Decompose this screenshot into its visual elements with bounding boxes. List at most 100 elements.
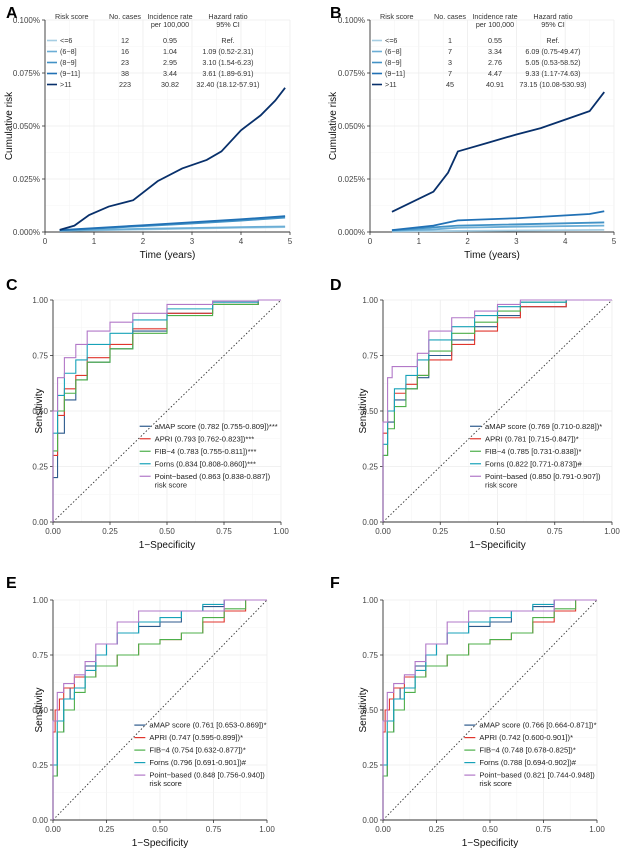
table-cell: 3.10 (1.54-6.23) <box>202 58 253 67</box>
y-tick-label: 0.075% <box>338 69 365 78</box>
x-tick-label: 0.00 <box>45 825 61 834</box>
table-cell: 12 <box>121 36 129 45</box>
x-tick-label: 0.75 <box>536 825 552 834</box>
table-cell: 23 <box>121 58 129 67</box>
legend-label: aMAP score (0.766 [0.664-0.871])* <box>479 721 596 730</box>
table-header: 95% CI <box>541 20 565 29</box>
y-tick-label: 0.25 <box>362 761 378 770</box>
y-axis-label: Cumulative risk <box>4 91 15 160</box>
series-line-4 <box>391 91 605 213</box>
table-cell: 3.34 <box>488 47 502 56</box>
y-axis-label: Sensitivity <box>34 687 45 732</box>
x-tick-label: 0 <box>368 237 373 246</box>
table-cell: 2.95 <box>163 58 177 67</box>
table-header: per 100,000 <box>476 20 514 29</box>
y-tick-label: 0.00 <box>362 518 378 527</box>
series-line-4 <box>52 599 267 820</box>
x-tick-label: 0.00 <box>375 825 391 834</box>
legend-label: risk score <box>149 779 182 788</box>
legend-label: APRI (0.747 [0.595-0.899])* <box>149 733 243 742</box>
table-cell: 1 <box>448 36 452 45</box>
table-cell: 32.40 (18.12-57.91) <box>196 80 259 89</box>
x-tick-label: 0.75 <box>216 527 232 536</box>
table-cell: 6.09 (0.75-49.47) <box>525 47 580 56</box>
panel-a: A0 1 2 3 4 50.000%0.025%0.050%0.075%0.100%Tim… <box>4 5 293 261</box>
panel-d: D 0.00 0.25 0.50 0.75 1.00 0.00 0.25 0.50 0.75 1.0… <box>330 277 620 551</box>
table-cell: 1.04 <box>163 47 177 56</box>
table-header: Incidence rate <box>147 12 192 21</box>
table-cell: >11 <box>385 80 397 89</box>
y-tick-label: 0.75 <box>362 651 378 660</box>
x-tick-label: 1.00 <box>604 527 620 536</box>
table-cell: 3.61 (1.89-6.91) <box>202 69 253 78</box>
y-tick-label: 0.50 <box>32 706 48 715</box>
legend-label: Point−based (0.863 [0.838-0.887]) <box>155 472 271 481</box>
series-line-2 <box>382 599 597 820</box>
table-cell: 40.91 <box>486 80 504 89</box>
legend-label: FIB−4 (0.748 [0.678-0.825])* <box>479 746 576 755</box>
panel-c: C 0.00 0.25 0.50 0.75 1.00 0.00 0.25 0.50 0.75 1.0… <box>6 277 289 551</box>
series-line-2 <box>391 221 605 232</box>
panel-label: D <box>330 277 342 294</box>
x-tick-label: 1.00 <box>589 825 605 834</box>
legend-label: aMAP score (0.782 [0.755-0.809])*** <box>155 422 278 431</box>
legend-label: Forns (0.788 [0.694-0.902])# <box>479 758 576 767</box>
x-axis-label: 1−Specificity <box>132 838 188 849</box>
series-line-4 <box>59 87 286 231</box>
x-tick-label: 0.75 <box>206 825 222 834</box>
series-line-2 <box>52 599 267 820</box>
x-tick-label: 2 <box>465 237 470 246</box>
table-cell: 0.55 <box>488 36 502 45</box>
legend-label: Forns (0.796 [0.691-0.901])# <box>149 758 246 767</box>
y-tick-label: 0.100% <box>338 16 365 25</box>
y-axis-label: Cumulative risk <box>328 91 339 160</box>
table-header: Hazard ratio <box>533 12 572 21</box>
table-header: 95% CI <box>216 20 240 29</box>
x-tick-label: 0.50 <box>482 825 498 834</box>
table-cell: (9−11] <box>385 69 405 78</box>
table-cell: 0.95 <box>163 36 177 45</box>
y-tick-label: 0.50 <box>32 407 48 416</box>
table-cell: (6−8] <box>385 47 402 56</box>
panel-label: B <box>330 5 342 22</box>
x-tick-label: 1.00 <box>273 527 289 536</box>
table-cell: 38 <box>121 69 129 78</box>
y-tick-label: 1.00 <box>32 296 48 305</box>
table-header: No. cases <box>434 12 466 21</box>
table-header: Risk score <box>55 12 89 21</box>
x-tick-label: 0.50 <box>152 825 168 834</box>
legend-label: Point−based (0.850 [0.791-0.907]) <box>485 472 601 481</box>
table-cell: 3 <box>448 58 452 67</box>
x-axis-label: 1−Specificity <box>462 838 518 849</box>
panel-f: F 0.00 0.25 0.50 0.75 1.00 0.00 0.25 0.50 0.75 1.0… <box>330 575 605 849</box>
reference-diagonal <box>382 599 598 821</box>
panel-e: E 0.00 0.25 0.50 0.75 1.00 0.00 0.25 0.50 0.75 1.0… <box>6 575 275 849</box>
x-tick-label: 0.25 <box>102 527 118 536</box>
series-line-3 <box>59 215 286 231</box>
table-header: Hazard ratio <box>208 12 247 21</box>
y-tick-label: 1.00 <box>32 596 48 605</box>
y-tick-label: 0.00 <box>32 518 48 527</box>
x-tick-label: 0.00 <box>375 527 391 536</box>
table-header: Incidence rate <box>472 12 517 21</box>
table-cell: 7 <box>448 69 452 78</box>
y-tick-label: 0.025% <box>338 175 365 184</box>
table-cell: <=6 <box>385 36 397 45</box>
reference-diagonal <box>52 599 268 821</box>
table-cell: (9−11] <box>60 69 80 78</box>
y-tick-label: 1.00 <box>362 596 378 605</box>
series-line-3 <box>391 210 605 231</box>
x-tick-label: 0.25 <box>432 527 448 536</box>
series-line-4 <box>52 299 281 522</box>
table-header: Risk score <box>380 12 414 21</box>
table-cell: 9.33 (1.17-74.63) <box>525 69 580 78</box>
table-cell: 1.09 (0.52-2.31) <box>202 47 253 56</box>
panel-label: E <box>6 575 17 592</box>
series-line-1 <box>59 225 286 232</box>
y-tick-label: 0.025% <box>13 175 40 184</box>
panel-label: A <box>6 5 18 22</box>
x-tick-label: 0.50 <box>159 527 175 536</box>
x-tick-label: 0.25 <box>429 825 445 834</box>
series-line-0 <box>391 228 605 233</box>
legend-label: aMAP score (0.769 [0.710-0.828])* <box>485 422 602 431</box>
